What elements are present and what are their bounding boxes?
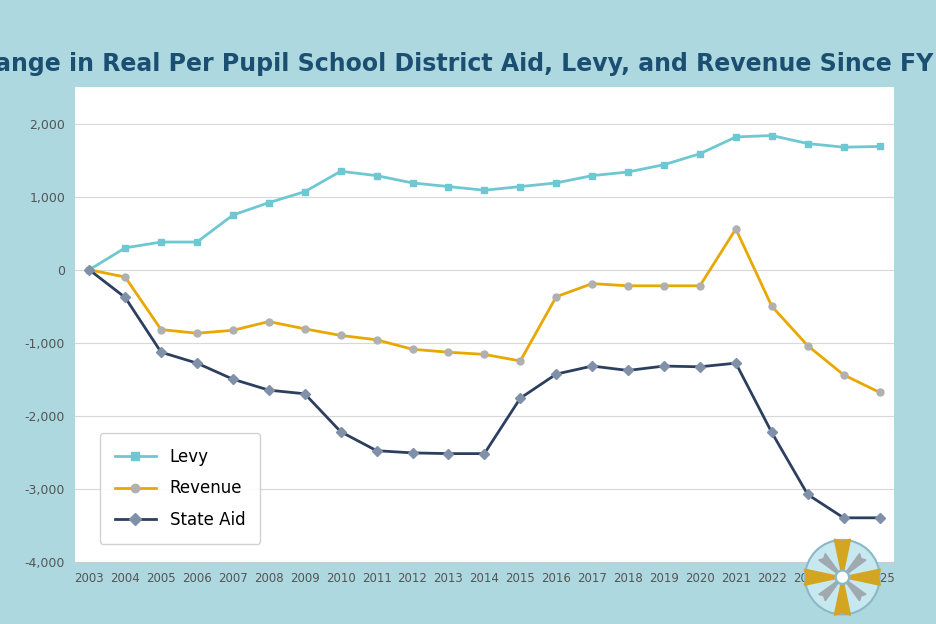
Polygon shape [819,553,842,577]
Polygon shape [834,577,851,615]
Circle shape [835,570,850,585]
Circle shape [805,540,880,615]
Polygon shape [842,577,866,601]
Polygon shape [842,569,881,585]
Legend: Levy, Revenue, State Aid: Levy, Revenue, State Aid [99,433,260,544]
Title: Change in Real Per Pupil School District Aid, Levy, and Revenue Since FY 2003: Change in Real Per Pupil School District… [0,52,936,76]
Polygon shape [842,553,866,577]
Polygon shape [804,569,842,585]
Polygon shape [834,539,851,577]
Polygon shape [819,577,842,601]
Circle shape [838,572,847,582]
